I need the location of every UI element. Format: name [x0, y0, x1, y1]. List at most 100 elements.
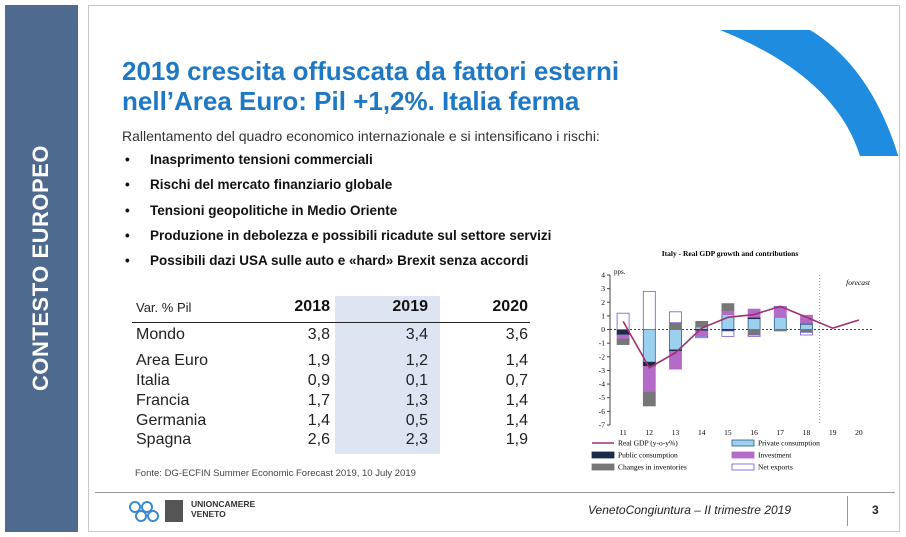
- x-tick-label: 12: [646, 428, 654, 437]
- bar-segment: [616, 338, 630, 345]
- bar-segment: [773, 316, 787, 330]
- table-cell: 1,4: [505, 352, 528, 369]
- table-row-label: Francia: [136, 392, 190, 409]
- bar-segment: [773, 307, 787, 318]
- x-tick-label: 14: [698, 428, 706, 437]
- x-tick-label: 18: [803, 428, 811, 437]
- bar-segment: [800, 323, 813, 330]
- table-cell: 2,6: [307, 431, 330, 448]
- table-cell: 2,3: [405, 431, 428, 448]
- slide-frame: [88, 5, 900, 532]
- bullet-item: Possibili dazi USA sulle auto e «hard» B…: [125, 253, 529, 269]
- y-tick-label: -4: [599, 380, 605, 389]
- bullet-text: Possibili dazi USA sulle auto e «hard» B…: [150, 253, 529, 269]
- y-tick-label: 3: [601, 284, 605, 293]
- y-tick-label: -2: [599, 352, 605, 361]
- bar-segment: [669, 311, 682, 324]
- bullet-item: Tensioni geopolitiche in Medio Oriente: [125, 203, 397, 218]
- bar-segment: [721, 330, 735, 337]
- y-tick-label: 1: [601, 311, 605, 320]
- logo-mark: [129, 500, 183, 522]
- title-line: nell’Area Euro: Pil +1,2%. Italia ferma: [122, 86, 580, 116]
- legend-swatch: [591, 451, 615, 459]
- bar-segment: [747, 334, 761, 337]
- logo-text: UNIONCAMERE: [191, 499, 256, 509]
- bar-segment: [642, 329, 656, 363]
- table-rule: [132, 322, 530, 323]
- bullet-item: Produzione in debolezza e possibili rica…: [125, 227, 552, 243]
- legend-swatch: [591, 463, 615, 471]
- y-axis-label: pps.: [614, 268, 626, 276]
- bar-segment: [721, 310, 735, 315]
- table-cell: 0,9: [307, 372, 330, 389]
- table-header: 2019: [392, 298, 428, 315]
- bar-segment: [669, 329, 682, 351]
- footer-divider: [847, 496, 848, 526]
- arc-shape: [720, 30, 898, 156]
- x-tick-label: 13: [672, 428, 680, 437]
- bar-segment: [669, 322, 682, 330]
- legend-label: Net exports: [758, 463, 793, 472]
- intro-text: Rallentamento del quadro economico inter…: [122, 128, 600, 144]
- bar-segment: [642, 391, 656, 407]
- table-row-label: Italia: [136, 372, 170, 389]
- source-note: Fonte: DG-ECFIN Summer Economic Forecast…: [135, 468, 416, 479]
- bullet-item: Rischi del mercato finanziario globale: [125, 177, 393, 193]
- bullet-text: Produzione in debolezza e possibili rica…: [150, 227, 552, 243]
- footer-caption: VenetoCongiuntura – II trimestre 2019: [588, 503, 792, 517]
- bar-segment: [616, 312, 630, 330]
- bar-segment: [800, 329, 813, 333]
- table-cell: 1,7: [307, 392, 330, 409]
- legend-swatch: [731, 463, 755, 471]
- x-tick-label: 15: [724, 428, 732, 437]
- page-number: 3: [872, 503, 879, 517]
- table-header: Var. % Pil: [136, 300, 192, 315]
- bar-segment: [800, 331, 813, 336]
- table-cell: 0,7: [505, 372, 528, 389]
- logo-ring: [129, 501, 141, 513]
- legend-swatch: [731, 439, 755, 447]
- bullet-text: Inasprimento tensioni commerciali: [150, 152, 373, 167]
- title-line: 2019 crescita offuscata da fattori ester…: [122, 56, 620, 86]
- footer-rule: [95, 492, 895, 493]
- table-cell: 1,4: [505, 392, 528, 409]
- y-tick-label: -1: [599, 339, 605, 348]
- table-cell: 1,2: [405, 352, 428, 369]
- bar-segment: [747, 318, 761, 330]
- gdp-chart: Italy - Real GDP growth and contribution…: [591, 249, 872, 472]
- sidebar-label: CONTESTO EUROPEO: [28, 145, 53, 391]
- x-tick-label: 17: [777, 428, 785, 437]
- bar-segment: [747, 329, 761, 336]
- table-cell: 1,9: [307, 352, 330, 369]
- y-tick-label: 4: [601, 271, 605, 280]
- x-tick-label: 16: [750, 428, 758, 437]
- y-tick-label: -6: [599, 407, 605, 416]
- bar-segment: [773, 329, 787, 332]
- bar-segment: [695, 335, 709, 339]
- y-tick-label: 0: [601, 325, 605, 334]
- logo-ring: [141, 501, 153, 513]
- annotation: forecast: [846, 278, 871, 287]
- gdp-line: [622, 305, 860, 369]
- decor-arc: [720, 30, 898, 156]
- bar-segment: [642, 365, 656, 393]
- x-tick-label: 11: [619, 428, 626, 437]
- bar-segment: [616, 334, 630, 340]
- y-tick-label: 2: [601, 298, 605, 307]
- bar-segment: [669, 350, 682, 370]
- table-cell: 3,4: [405, 326, 428, 343]
- bullet-item: Inasprimento tensioni commerciali: [125, 152, 373, 167]
- table-row-label: Spagna: [136, 431, 192, 448]
- logo-ring: [147, 510, 159, 522]
- table-cell: 1,9: [505, 431, 528, 448]
- table-row-label: Mondo: [136, 326, 185, 343]
- logo-text: VENETO: [191, 509, 226, 519]
- table-header: 2018: [294, 298, 330, 315]
- table-cell: 0,5: [405, 412, 428, 429]
- bar-segment: [721, 303, 735, 311]
- sidebar: [5, 5, 78, 532]
- x-tick-label: 19: [829, 428, 837, 437]
- table-cell: 1,4: [307, 412, 330, 429]
- table-cell: 0,1: [405, 372, 428, 389]
- bullet-text: Rischi del mercato finanziario globale: [150, 177, 393, 193]
